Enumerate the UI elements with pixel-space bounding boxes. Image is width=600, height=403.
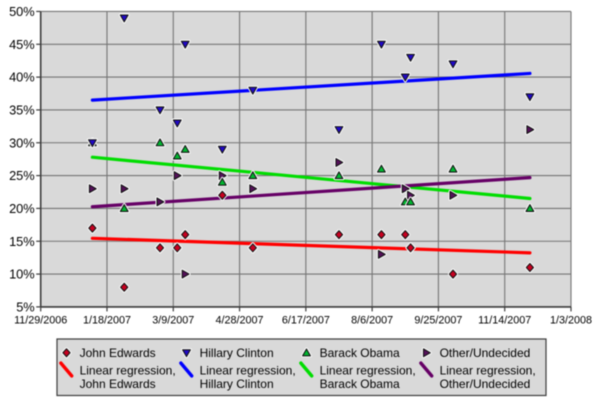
data-point-barack-obama — [155, 138, 165, 147]
legend-series-label: Other/Undecided — [440, 346, 531, 360]
x-axis-label: 9/25/2007 — [414, 314, 462, 326]
data-point-hillary-clinton — [87, 139, 97, 148]
data-point-other-undecided — [335, 158, 344, 167]
data-point-barack-obama — [448, 164, 458, 173]
x-axis-label: 6/17/2007 — [282, 314, 330, 326]
data-point-barack-obama — [302, 348, 311, 357]
data-point-john-edwards — [525, 262, 535, 273]
data-point-other-undecided — [449, 190, 458, 200]
data-point-barack-obama — [406, 197, 416, 206]
y-axis-label: 50% — [9, 4, 35, 19]
data-point-hillary-clinton — [119, 14, 129, 23]
data-point-hillary-clinton — [406, 53, 416, 62]
legend-series-label: Hillary Clinton — [200, 346, 274, 360]
data-point-john-edwards — [401, 230, 410, 240]
data-point-hillary-clinton — [248, 86, 258, 95]
data-point-other-undecided — [249, 184, 258, 194]
data-point-other-undecided — [88, 184, 97, 194]
data-point-hillary-clinton — [155, 106, 165, 115]
legend-regression-sample — [419, 361, 434, 378]
data-point-barack-obama — [248, 171, 258, 180]
x-axis-label: 8/6/2007 — [351, 314, 393, 326]
data-point-hillary-clinton — [448, 60, 458, 69]
data-point-other-undecided — [401, 184, 410, 194]
data-point-other-undecided — [377, 249, 386, 259]
data-point-john-edwards — [173, 243, 182, 253]
data-point-john-edwards — [88, 223, 97, 233]
x-axis-label: 11/29/2006 — [14, 314, 67, 326]
y-axis-label: 15% — [9, 234, 35, 249]
legend-series-label: Barack Obama — [320, 346, 400, 360]
legend-regression-label-line2: Other/Undecided — [440, 377, 531, 391]
regression-line-other-undecided — [90, 176, 532, 209]
data-point-hillary-clinton — [182, 349, 191, 358]
x-axis-label: 3/9/2007 — [152, 314, 194, 326]
data-point-john-edwards — [448, 269, 458, 279]
x-axis-label: 11/14/2007 — [478, 314, 531, 326]
data-point-other-undecided — [120, 184, 129, 194]
legend-regression-sample — [179, 361, 194, 378]
data-point-john-edwards — [120, 282, 129, 292]
data-point-other-undecided — [173, 171, 182, 181]
data-point-john-edwards — [218, 190, 227, 200]
x-axis-label: 1/18/2007 — [83, 314, 131, 326]
x-axis-label: 1/3/2008 — [550, 314, 592, 326]
y-axis-label: 20% — [9, 201, 35, 216]
data-point-hillary-clinton — [525, 93, 535, 102]
data-point-other-undecided — [181, 269, 190, 279]
data-point-john-edwards — [248, 243, 257, 253]
legend-box — [56, 338, 547, 397]
y-axis-label: 45% — [9, 37, 35, 52]
data-point-hillary-clinton — [217, 145, 227, 154]
legend-regression-label-line2: John Edwards — [80, 377, 156, 391]
data-point-other-undecided — [422, 348, 431, 358]
data-point-hillary-clinton — [400, 73, 410, 82]
data-point-john-edwards — [334, 230, 344, 240]
y-axis-label: 10% — [9, 267, 35, 282]
data-point-john-edwards — [181, 230, 190, 240]
legend-regression-label-line1: Linear regression, — [440, 364, 536, 378]
data-point-barack-obama — [119, 204, 129, 212]
y-axis-label: 35% — [9, 103, 35, 118]
legend-regression-label-line2: Barack Obama — [320, 377, 400, 391]
data-point-john-edwards — [377, 230, 386, 240]
x-axis-label: 4/28/2007 — [216, 314, 264, 326]
legend-series-label: John Edwards — [80, 346, 156, 360]
data-point-hillary-clinton — [334, 126, 344, 134]
y-axis-label: 40% — [9, 70, 35, 85]
data-point-john-edwards — [155, 243, 165, 253]
y-axis-label: 5% — [16, 300, 35, 315]
legend-regression-label-line1: Linear regression, — [320, 364, 416, 378]
data-point-hillary-clinton — [376, 40, 386, 49]
y-axis-label: 25% — [9, 168, 35, 183]
legend-regression-label-line1: Linear regression, — [200, 364, 296, 378]
legend-regression-sample — [59, 361, 74, 378]
data-point-john-edwards — [62, 348, 71, 358]
regression-line-barack-obama — [90, 155, 532, 201]
regression-line-john-edwards — [90, 236, 532, 255]
data-point-barack-obama — [376, 164, 386, 173]
data-point-barack-obama — [334, 171, 344, 180]
data-point-barack-obama — [217, 177, 227, 186]
data-point-barack-obama — [525, 204, 535, 212]
data-point-hillary-clinton — [180, 40, 190, 49]
data-point-other-undecided — [156, 197, 165, 207]
y-axis-label: 30% — [9, 135, 35, 150]
data-point-barack-obama — [172, 151, 182, 160]
regression-line-hillary-clinton — [90, 71, 532, 102]
data-point-other-undecided — [526, 125, 535, 135]
data-point-john-edwards — [406, 243, 415, 253]
legend-regression-label-line2: Hillary Clinton — [200, 377, 274, 391]
data-point-barack-obama — [180, 144, 190, 153]
legend-regression-sample — [299, 361, 314, 378]
legend-regression-label-line1: Linear regression, — [80, 364, 176, 378]
data-point-hillary-clinton — [172, 119, 182, 128]
